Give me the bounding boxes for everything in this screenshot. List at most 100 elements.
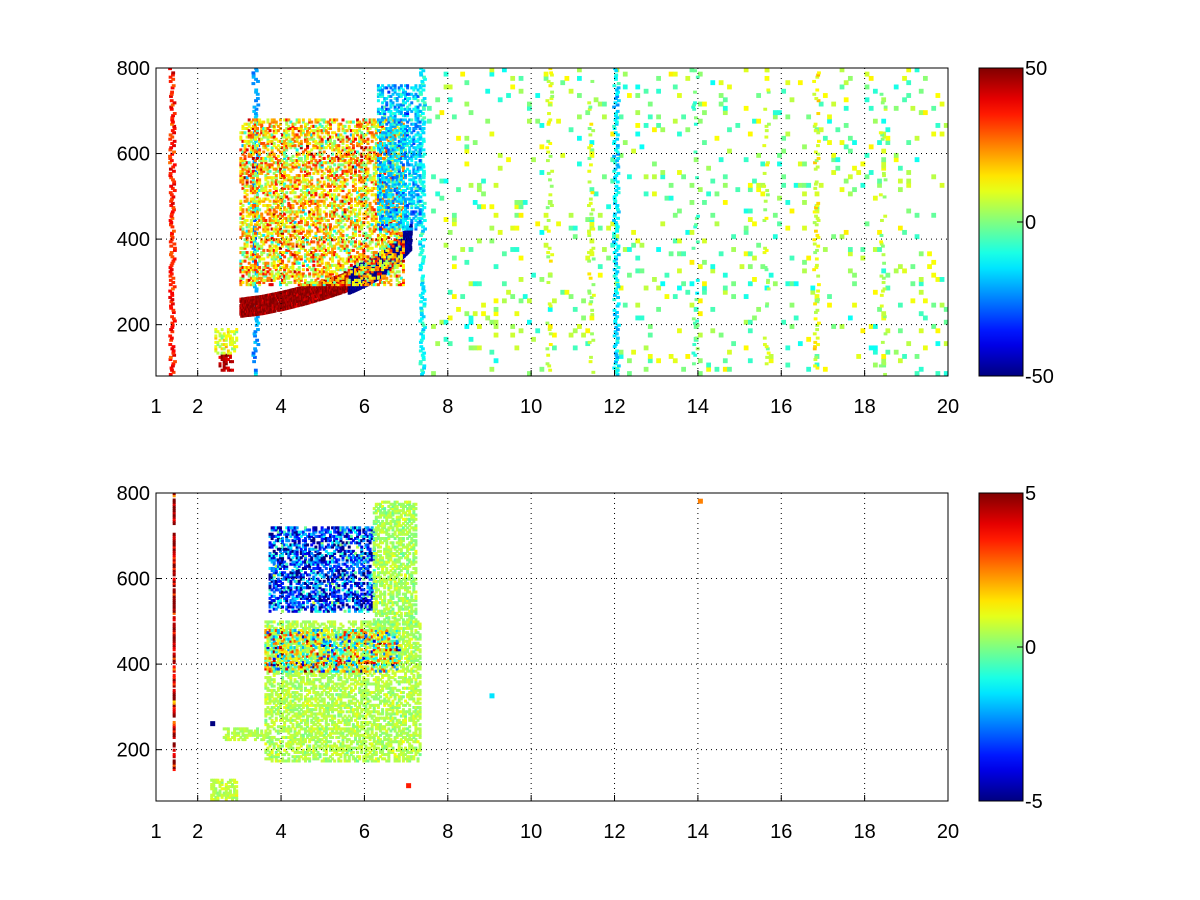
- heatmap-cell: [239, 159, 243, 163]
- heatmap-cell: [251, 71, 256, 75]
- heatmap-cell: [268, 268, 272, 272]
- heatmap-cell: [168, 154, 172, 158]
- heatmap-cell: [285, 174, 289, 178]
- heatmap-cell: [291, 203, 295, 208]
- heatmap-cell: [268, 272, 272, 276]
- heatmap-cell: [245, 199, 249, 203]
- heatmap-cell: [239, 251, 243, 255]
- heatmap-cell: [299, 180, 303, 184]
- heatmap-cell: [882, 174, 886, 178]
- heatmap-cell: [481, 302, 486, 308]
- heatmap-cell: [266, 229, 270, 233]
- heatmap-cell: [276, 195, 280, 199]
- heatmap-cell: [172, 353, 177, 357]
- heatmap-cell: [847, 315, 853, 321]
- heatmap-cell: [266, 167, 270, 171]
- heatmap-cell: [577, 93, 582, 98]
- heatmap-cell: [303, 259, 307, 263]
- heatmap-cell: [291, 141, 295, 145]
- heatmap-cell: [169, 233, 174, 237]
- heatmap-cell: [168, 133, 173, 137]
- heatmap-cell: [797, 341, 803, 347]
- heatmap-cell: [418, 195, 423, 199]
- heatmap-cell: [324, 285, 328, 289]
- heatmap-cell: [612, 214, 617, 218]
- heatmap-cell: [420, 154, 425, 158]
- heatmap-cell: [262, 135, 266, 139]
- heatmap-cell: [171, 195, 176, 199]
- heatmap-cell: [497, 152, 503, 158]
- heatmap-cell: [476, 204, 482, 210]
- heatmap-cell: [292, 305, 296, 309]
- heatmap-cell: [589, 212, 594, 216]
- heatmap-cell: [278, 216, 282, 220]
- heatmap-cell: [241, 310, 245, 314]
- heatmap-cell: [409, 241, 413, 245]
- heatmap-cell: [169, 253, 173, 257]
- heatmap-cell: [270, 263, 274, 267]
- heatmap-cell: [262, 223, 266, 227]
- heatmap-cell: [696, 214, 701, 218]
- heatmap-cell: [589, 187, 595, 193]
- heatmap-cell: [614, 272, 619, 276]
- heatmap-cell: [814, 229, 818, 233]
- heatmap-cell: [535, 221, 541, 227]
- heatmap-cell: [587, 156, 592, 160]
- heatmap-cell: [589, 251, 595, 257]
- heatmap-cell: [239, 156, 243, 160]
- heatmap-cell: [421, 176, 426, 180]
- heatmap-cell: [249, 257, 253, 261]
- heatmap-cell: [287, 184, 291, 188]
- heatmap-cell: [266, 212, 270, 216]
- heatmap-cell: [880, 218, 884, 222]
- heatmap-cell: [247, 141, 251, 145]
- heatmap-cell: [419, 340, 423, 344]
- heatmap-cell: [287, 126, 291, 131]
- heatmap-cell: [422, 116, 427, 120]
- heatmap-cell: [647, 354, 653, 359]
- heatmap-cell: [760, 161, 766, 167]
- heatmap-cell: [918, 281, 924, 287]
- heatmap-cell: [244, 301, 248, 305]
- heatmap-cell: [672, 358, 678, 364]
- heatmap-cell: [639, 315, 645, 321]
- heatmap-cell: [251, 144, 255, 148]
- heatmap-cell: [252, 332, 257, 336]
- heatmap-cell: [762, 184, 767, 188]
- heatmap-cell: [281, 182, 285, 186]
- heatmap-cell: [763, 246, 767, 250]
- heatmap-cell: [264, 270, 268, 274]
- heatmap-cell: [276, 259, 280, 263]
- heatmap-cell: [451, 114, 457, 120]
- heatmap-cell: [266, 148, 270, 152]
- heatmap-cell: [691, 105, 696, 109]
- heatmap-cell: [256, 144, 260, 148]
- heatmap-cell: [293, 184, 297, 188]
- heatmap-cell: [297, 283, 301, 287]
- heatmap-cell: [293, 176, 297, 180]
- heatmap-cell: [253, 144, 257, 148]
- heatmap-cell: [295, 225, 299, 229]
- heatmap-cell: [931, 272, 937, 278]
- heatmap-cell: [278, 240, 282, 244]
- heatmap-cell: [301, 118, 305, 122]
- heatmap-cell: [299, 156, 303, 160]
- heatmap-cell: [418, 135, 423, 139]
- heatmap-cell: [722, 182, 728, 188]
- heatmap-cell: [299, 221, 303, 225]
- heatmap-cell: [615, 229, 620, 233]
- heatmap-cell: [789, 97, 795, 103]
- heatmap-cell: [652, 127, 657, 133]
- heatmap-cell: [247, 174, 251, 178]
- heatmap-cell: [272, 276, 276, 280]
- heatmap-cell: [297, 141, 301, 145]
- heatmap-cell: [613, 212, 617, 216]
- heatmap-cell: [274, 210, 278, 214]
- heatmap-cell: [266, 165, 270, 169]
- heatmap-cell: [276, 270, 280, 274]
- heatmap-cell: [914, 135, 920, 141]
- heatmap-cell: [278, 174, 282, 178]
- heatmap-cell: [283, 169, 287, 173]
- heatmap-cell: [170, 321, 175, 325]
- heatmap-cell: [256, 343, 261, 347]
